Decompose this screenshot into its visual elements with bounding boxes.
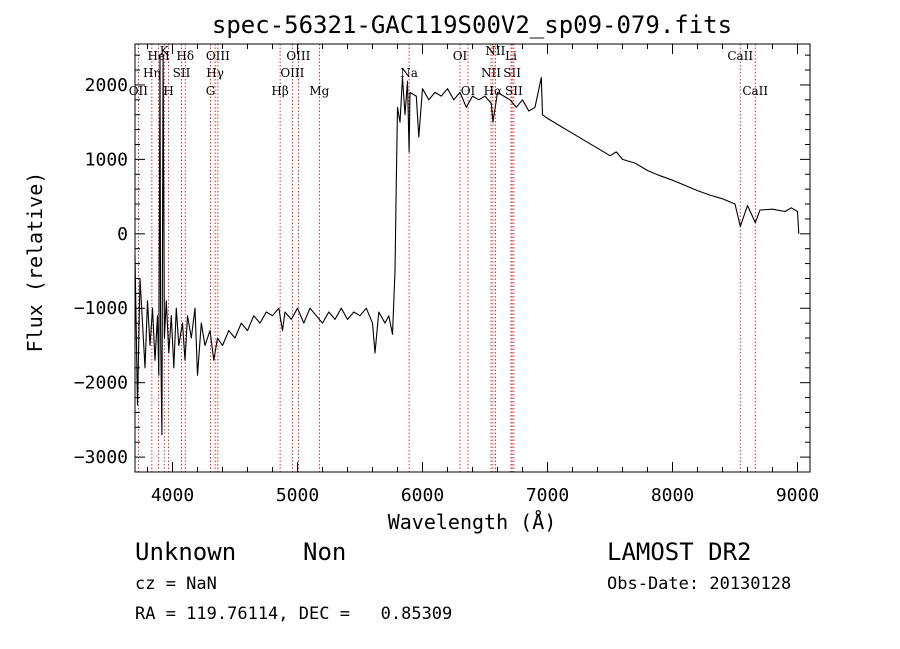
y-tick-label-3: 0 [117, 224, 128, 245]
x-axis-label: Wavelength (Å) [388, 510, 557, 534]
line-label-10: Hβ [271, 84, 288, 98]
y-tick-label-1: −2000 [74, 373, 128, 394]
line-label-4: H [163, 84, 173, 98]
line-label-0: OII [129, 84, 149, 98]
obs-date-readout: Obs-Date: 20130128 [607, 574, 792, 594]
line-label-11: OIII [280, 66, 304, 80]
y-tick-label-2: −1000 [74, 298, 128, 319]
subclass-label: Non [303, 538, 347, 566]
line-label-13: Mg [309, 84, 329, 98]
x-tick-label-5: 9000 [776, 485, 819, 506]
y-tick-label-4: 1000 [85, 149, 128, 170]
redshift-readout: cz = NaN [135, 574, 217, 594]
x-tick-label-4: 8000 [651, 485, 694, 506]
coordinates-readout: RA = 119.76114, DEC = 0.85309 [135, 604, 453, 624]
axes: 4000 5000 6000 7000 8000 9000 −3000 −2000 −1000 0… [74, 44, 819, 506]
line-label-18: Hα [484, 84, 503, 98]
line-label-6: SII [173, 66, 191, 80]
line-label-3: K [160, 44, 170, 58]
line-label-21: SII [503, 66, 521, 80]
x-tick-label-3: 7000 [526, 485, 569, 506]
spectrum-line-0 [134, 54, 800, 436]
line-label-9: G [206, 84, 216, 98]
x-tick-label-0: 4000 [151, 485, 194, 506]
line-label-14: Na [400, 66, 418, 80]
line-label-17: NII [481, 66, 501, 80]
y-tick-label-0: −3000 [74, 447, 128, 468]
line-label-24: CaII [742, 84, 768, 98]
plot-frame [134, 43, 811, 473]
line-label-1: Hη [143, 66, 161, 80]
line-label-12: OIII [286, 49, 310, 63]
line-label-7: OIII [206, 49, 230, 63]
x-tick-label-1: 5000 [276, 485, 319, 506]
line-label-23: CaII [727, 49, 753, 63]
line-label-8: Hγ [206, 66, 224, 80]
classification-label: Unknown [135, 538, 237, 566]
line-label-5: Hδ [176, 49, 194, 63]
chart-title: spec-56321-GAC119S00V2_sp09-079.fits [212, 11, 732, 39]
y-tick-label-5: 2000 [85, 75, 128, 96]
line-label-20: Li [505, 49, 517, 63]
line-label-16: OI [461, 84, 476, 98]
y-axis-label: Flux (relative) [23, 172, 47, 353]
line-label-15: OI [453, 49, 468, 63]
line-label-19: NII [485, 44, 505, 58]
line-label-22: SII [505, 84, 523, 98]
spectrum-series [134, 54, 800, 436]
x-tick-label-2: 6000 [401, 485, 444, 506]
survey-label: LAMOST DR2 [607, 538, 752, 566]
